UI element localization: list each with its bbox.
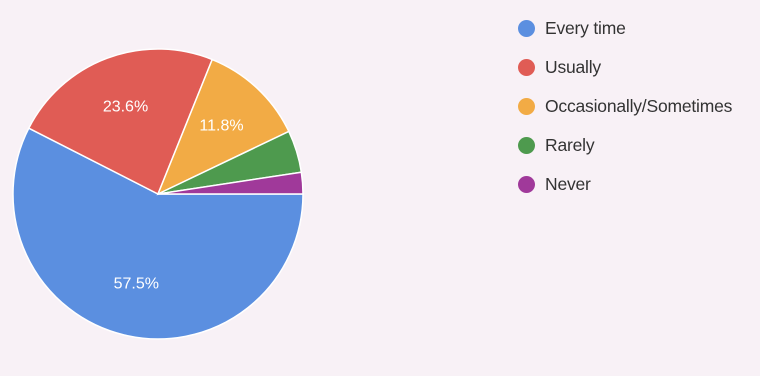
slice-percent-label: 57.5% bbox=[114, 275, 159, 292]
legend-label: Rarely bbox=[545, 135, 595, 155]
legend-item: Rarely bbox=[518, 126, 732, 165]
legend: Every time Usually Occasionally/Sometime… bbox=[518, 9, 732, 204]
legend-swatch-every-time bbox=[518, 20, 535, 37]
pie-slices bbox=[12, 48, 304, 340]
pie-slice-every-time bbox=[12, 127, 304, 340]
pie-slice-never bbox=[157, 171, 304, 195]
legend-item: Usually bbox=[518, 48, 732, 87]
legend-item: Occasionally/Sometimes bbox=[518, 87, 732, 126]
pie-slice-occasionally-sometimes bbox=[156, 58, 290, 196]
slice-percent-label: 23.6% bbox=[103, 98, 148, 115]
legend-label: Occasionally/Sometimes bbox=[545, 96, 733, 116]
legend-label: Never bbox=[545, 174, 591, 194]
legend-label: Every time bbox=[545, 18, 626, 38]
legend-item: Never bbox=[518, 165, 732, 204]
pie-slice-usually bbox=[27, 48, 214, 196]
pie-slice-labels: 57.5% 23.6% 11.8% bbox=[103, 98, 244, 292]
slice-percent-label: 11.8% bbox=[199, 118, 243, 135]
legend-item: Every time bbox=[518, 9, 732, 48]
legend-label: Usually bbox=[545, 57, 601, 77]
legend-swatch-occasionally bbox=[518, 98, 535, 115]
legend-swatch-usually bbox=[518, 59, 535, 76]
legend-swatch-rarely bbox=[518, 137, 535, 154]
legend-swatch-never bbox=[518, 176, 535, 193]
